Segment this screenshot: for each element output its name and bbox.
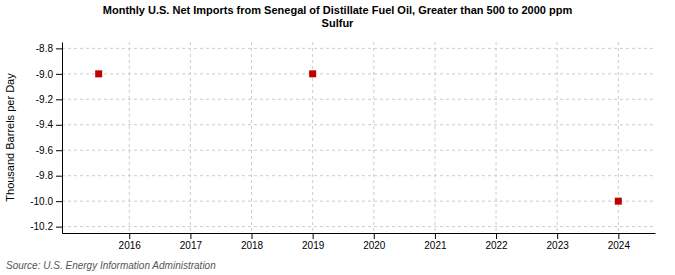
tick: -9.2: [36, 94, 62, 105]
tick-mark: [313, 233, 314, 239]
tick-mark: [496, 233, 497, 239]
grid-line-x: [251, 42, 252, 233]
x-axis: 2016 2017 2018 2019 2020 2021 2022 2023 2024: [63, 233, 656, 251]
tick-label: 2024: [608, 240, 631, 251]
tick-label: -10.0: [30, 196, 53, 207]
tick: 2019: [302, 233, 325, 251]
grid-line-x: [129, 42, 130, 233]
tick: -9.6: [36, 145, 62, 156]
point: [615, 198, 622, 205]
tick-label: 2019: [302, 240, 325, 251]
tick: 2022: [485, 233, 508, 251]
tick: 2020: [363, 233, 386, 251]
tick: 2024: [608, 233, 631, 251]
tick: -9.0: [36, 69, 62, 80]
axis-line: [63, 233, 656, 234]
grid-line-y: [62, 73, 655, 74]
axis-line: [62, 43, 63, 234]
grid-line-y: [62, 226, 655, 227]
tick-mark: [374, 233, 375, 239]
tick: 2016: [119, 233, 142, 251]
grid-line-y: [62, 48, 655, 49]
tick-mark: [435, 233, 436, 239]
point: [95, 70, 102, 77]
tick-label: 2021: [424, 240, 447, 251]
tick-label: -9.6: [36, 145, 54, 156]
tick: 2018: [241, 233, 264, 251]
tick-mark: [56, 227, 62, 228]
y-axis-label: Thousand Barrels per Day: [4, 73, 16, 202]
tick-mark: [557, 233, 558, 239]
source: Source: U.S. Energy Information Administ…: [6, 260, 216, 271]
grid-line-y: [62, 175, 655, 176]
tick: 2021: [424, 233, 447, 251]
tick-mark: [56, 125, 62, 126]
tick-mark: [618, 233, 619, 239]
grid-line-x: [190, 42, 191, 233]
tick-mark: [56, 99, 62, 100]
tick-label: -10.2: [30, 221, 53, 232]
tick: -9.8: [36, 170, 62, 181]
tick-label: 2020: [363, 240, 386, 251]
tick-label: 2022: [485, 240, 508, 251]
tick-label: -9.0: [36, 69, 54, 80]
tick-mark: [129, 233, 130, 239]
tick-label: 2016: [119, 240, 142, 251]
grid-line-y: [62, 99, 655, 100]
chart: 2016 2017 2018 2019 2020 2021 2022 2023 2024 -10.…: [0, 0, 675, 275]
grid: [62, 42, 655, 233]
tick: -10.0: [30, 196, 62, 207]
tick-label: 2017: [180, 240, 203, 251]
tick-mark: [56, 74, 62, 75]
plot: 2016 2017 2018 2019 2020 2021 2022 2023 2024 -10.…: [30, 42, 655, 251]
tick-mark: [56, 201, 62, 202]
grid-line-x: [557, 42, 558, 233]
tick: 2017: [180, 233, 203, 251]
tick: 2023: [547, 233, 570, 251]
y-axis: -10.2 -10.0 -9.8 -9.6 -9.4 -9.2 -9.0 -8.8: [30, 43, 62, 234]
grid-line-y: [62, 150, 655, 151]
tick: -8.8: [36, 43, 62, 54]
points: [95, 70, 622, 204]
tick: -10.2: [30, 221, 62, 232]
tick-label: -8.8: [36, 43, 54, 54]
tick-mark: [252, 233, 253, 239]
grid-line-x: [373, 42, 374, 233]
point: [309, 70, 316, 77]
tick-label: -9.2: [36, 94, 54, 105]
tick-label: 2018: [241, 240, 264, 251]
grid-line-x: [496, 42, 497, 233]
grid-line-y: [62, 201, 655, 202]
tick-mark: [56, 150, 62, 151]
tick-mark: [190, 233, 191, 239]
tick: -9.4: [36, 119, 62, 130]
grid-line-y: [62, 124, 655, 125]
tick-label: -9.4: [36, 119, 54, 130]
title: Monthly U.S. Net Imports from Senegal of…: [103, 4, 573, 29]
tick-label: -9.8: [36, 170, 54, 181]
tick-label: 2023: [547, 240, 570, 251]
grid-line-x: [434, 42, 435, 233]
tick-mark: [56, 48, 62, 49]
tick-mark: [56, 176, 62, 177]
